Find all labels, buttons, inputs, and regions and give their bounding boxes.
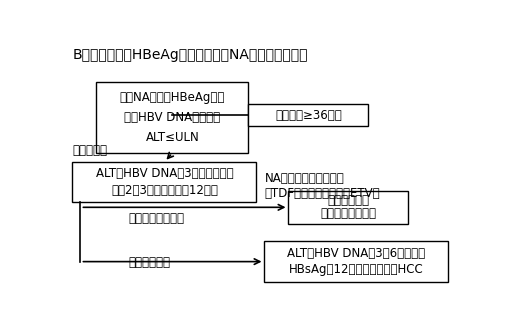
Bar [72, 162, 256, 202]
Text: 重新开始治疗: 重新开始治疗 [328, 194, 369, 207]
Text: 维持持续应答: 维持持续应答 [128, 256, 170, 269]
Text: 巩固治疗≥36个月: 巩固治疗≥36个月 [275, 109, 342, 122]
Text: B．无肝硬化的HBeAg阴性患者停用NA后建议随访方案: B．无肝硬化的HBeAg阴性患者停用NA后建议随访方案 [72, 48, 308, 62]
Text: 停药后随访: 停药后随访 [72, 144, 107, 157]
Bar [249, 104, 368, 127]
Text: （见再治疗标准）: （见再治疗标准） [320, 207, 377, 220]
Text: ALT≤ULN: ALT≤ULN [146, 131, 199, 144]
Text: ALT和HBV DNA每3～6个月复查: ALT和HBV DNA每3～6个月复查 [287, 247, 426, 260]
Bar [288, 191, 409, 224]
Text: 后每2～3个月复查直至12个月: 后每2～3个月复查直至12个月 [111, 184, 218, 197]
Text: 有临床意义的复发: 有临床意义的复发 [128, 212, 185, 225]
Text: 长期NA治疗，HBeAg阴性: 长期NA治疗，HBeAg阴性 [120, 91, 225, 104]
Text: NA种类可影响随访间隔
（TDF停药复发可能早于ETV）: NA种类可影响随访间隔 （TDF停药复发可能早于ETV） [265, 172, 380, 200]
Bar [265, 241, 448, 282]
Text: HBsAg每12个月复查，监测HCC: HBsAg每12个月复查，监测HCC [289, 263, 424, 276]
Text: ALT和HBV DNA前3个月每月复查: ALT和HBV DNA前3个月每月复查 [95, 168, 233, 180]
Text: 血清HBV DNA检测不到: 血清HBV DNA检测不到 [124, 111, 220, 124]
Bar [96, 82, 249, 153]
